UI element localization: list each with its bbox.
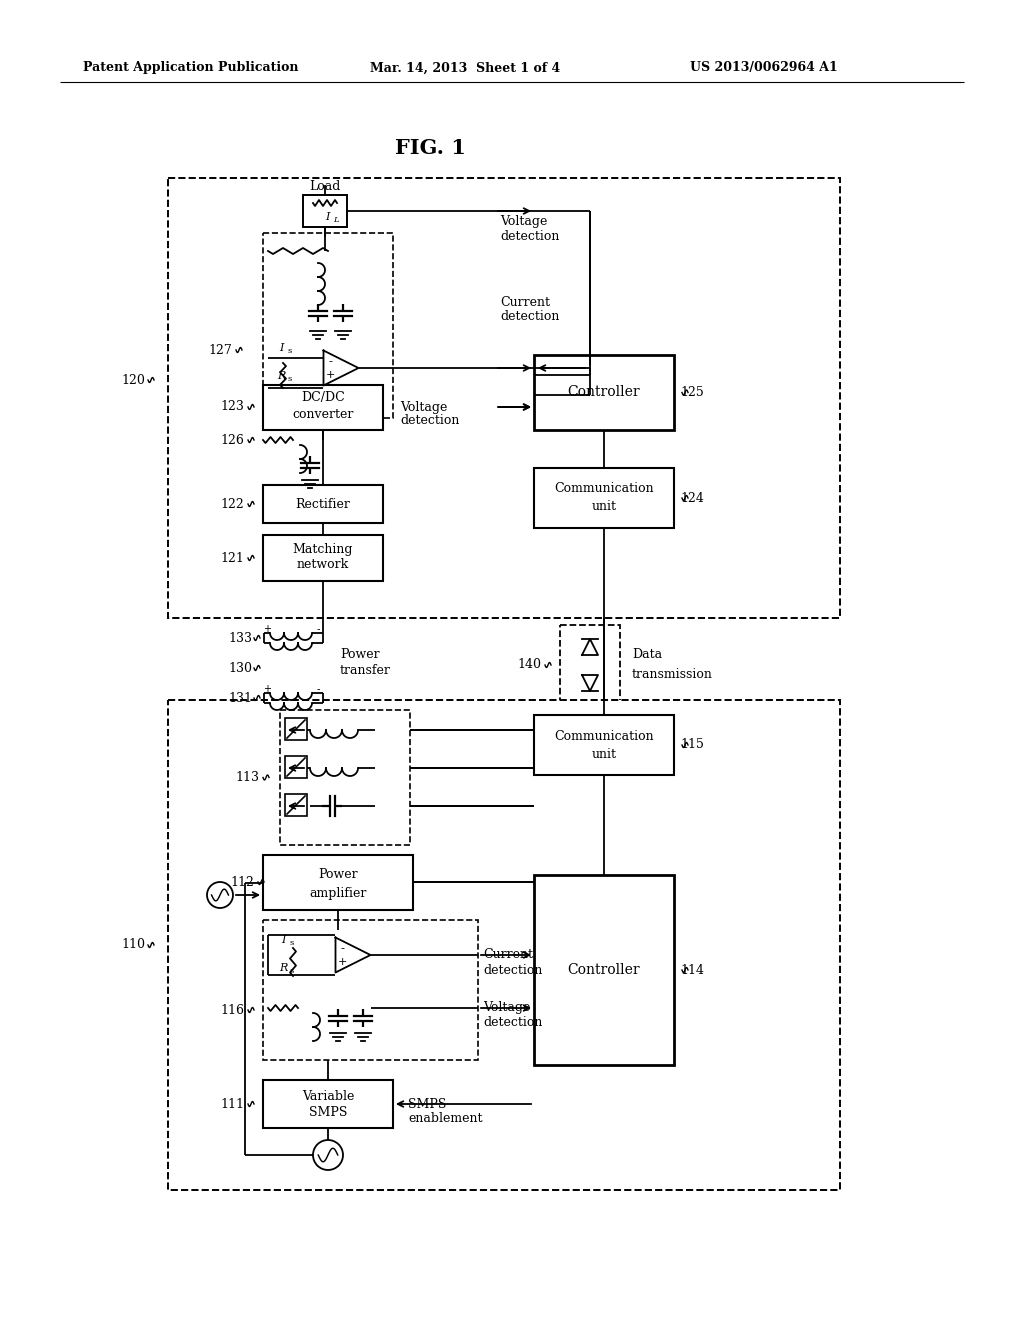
Text: 133: 133 (228, 631, 252, 644)
Text: Variable: Variable (302, 1090, 354, 1104)
Text: Controller: Controller (567, 964, 640, 977)
Text: network: network (297, 558, 349, 572)
Text: 125: 125 (680, 385, 703, 399)
Text: unit: unit (592, 748, 616, 762)
Text: unit: unit (592, 499, 616, 512)
Text: SMPS: SMPS (309, 1106, 347, 1119)
Text: 113: 113 (234, 771, 259, 784)
Text: detection: detection (400, 414, 460, 428)
Text: s: s (289, 968, 293, 975)
Text: -: - (329, 356, 333, 366)
Text: FIG. 1: FIG. 1 (394, 139, 466, 158)
FancyBboxPatch shape (280, 710, 410, 845)
Text: 126: 126 (220, 433, 244, 446)
FancyBboxPatch shape (168, 700, 840, 1191)
Text: Current: Current (483, 949, 534, 961)
Text: 112: 112 (230, 875, 254, 888)
Text: 140: 140 (517, 659, 541, 672)
Text: amplifier: amplifier (309, 887, 367, 899)
Text: DC/DC: DC/DC (301, 392, 345, 404)
Text: s: s (289, 939, 293, 946)
FancyBboxPatch shape (263, 1080, 393, 1129)
Text: enablement: enablement (408, 1111, 482, 1125)
Text: I: I (281, 935, 286, 945)
Text: Voltage: Voltage (400, 400, 447, 413)
Text: R: R (276, 371, 286, 381)
Text: transfer: transfer (340, 664, 391, 676)
FancyBboxPatch shape (168, 178, 840, 618)
Text: Patent Application Publication: Patent Application Publication (83, 62, 299, 74)
FancyBboxPatch shape (285, 756, 307, 777)
Text: 124: 124 (680, 491, 703, 504)
Text: -: - (341, 942, 344, 953)
Text: s: s (287, 347, 291, 355)
Text: Power: Power (340, 648, 380, 661)
Text: detection: detection (500, 309, 559, 322)
Text: US 2013/0062964 A1: US 2013/0062964 A1 (690, 62, 838, 74)
Text: detection: detection (483, 1016, 543, 1030)
Text: +: + (326, 370, 335, 380)
Text: -: - (316, 684, 319, 694)
Text: 127: 127 (208, 343, 232, 356)
FancyBboxPatch shape (534, 875, 674, 1065)
Text: Voltage: Voltage (483, 1002, 530, 1015)
Text: Communication: Communication (554, 482, 653, 495)
Text: 130: 130 (228, 661, 252, 675)
FancyBboxPatch shape (285, 795, 307, 816)
Text: SMPS: SMPS (408, 1097, 446, 1110)
Text: Matching: Matching (293, 544, 353, 557)
FancyBboxPatch shape (263, 484, 383, 523)
Text: I: I (325, 213, 329, 222)
FancyBboxPatch shape (303, 195, 347, 227)
Text: +: + (338, 957, 347, 968)
Text: 114: 114 (680, 964, 705, 977)
Text: Voltage: Voltage (500, 215, 548, 228)
FancyBboxPatch shape (285, 718, 307, 741)
Text: +: + (263, 684, 271, 694)
Text: transmission: transmission (632, 668, 713, 681)
Text: 123: 123 (220, 400, 244, 413)
Text: Current: Current (500, 296, 550, 309)
Text: Data: Data (632, 648, 663, 661)
FancyBboxPatch shape (534, 469, 674, 528)
Text: R: R (279, 964, 287, 973)
Text: Communication: Communication (554, 730, 653, 743)
Text: Controller: Controller (567, 385, 640, 400)
Text: Mar. 14, 2013  Sheet 1 of 4: Mar. 14, 2013 Sheet 1 of 4 (370, 62, 560, 74)
FancyBboxPatch shape (560, 624, 620, 705)
Text: Rectifier: Rectifier (296, 498, 350, 511)
Text: L: L (333, 216, 339, 224)
Text: detection: detection (483, 964, 543, 977)
Text: +: + (263, 624, 271, 634)
FancyBboxPatch shape (534, 715, 674, 775)
Text: Load: Load (309, 180, 341, 193)
FancyBboxPatch shape (263, 385, 383, 430)
Text: detection: detection (500, 230, 559, 243)
Text: 120: 120 (121, 374, 145, 387)
Text: s: s (287, 375, 291, 383)
FancyBboxPatch shape (263, 535, 383, 581)
Text: 110: 110 (121, 939, 145, 952)
Text: I: I (279, 343, 284, 352)
Text: 121: 121 (220, 552, 244, 565)
Text: converter: converter (292, 408, 353, 421)
FancyBboxPatch shape (263, 920, 478, 1060)
Text: -: - (316, 624, 319, 634)
Text: 115: 115 (680, 738, 703, 751)
Text: 116: 116 (220, 1003, 244, 1016)
Text: 131: 131 (228, 692, 252, 705)
FancyBboxPatch shape (263, 234, 393, 418)
Text: Power: Power (318, 869, 357, 882)
Text: 111: 111 (220, 1097, 244, 1110)
FancyBboxPatch shape (263, 855, 413, 909)
Text: 122: 122 (220, 498, 244, 511)
FancyBboxPatch shape (534, 355, 674, 430)
